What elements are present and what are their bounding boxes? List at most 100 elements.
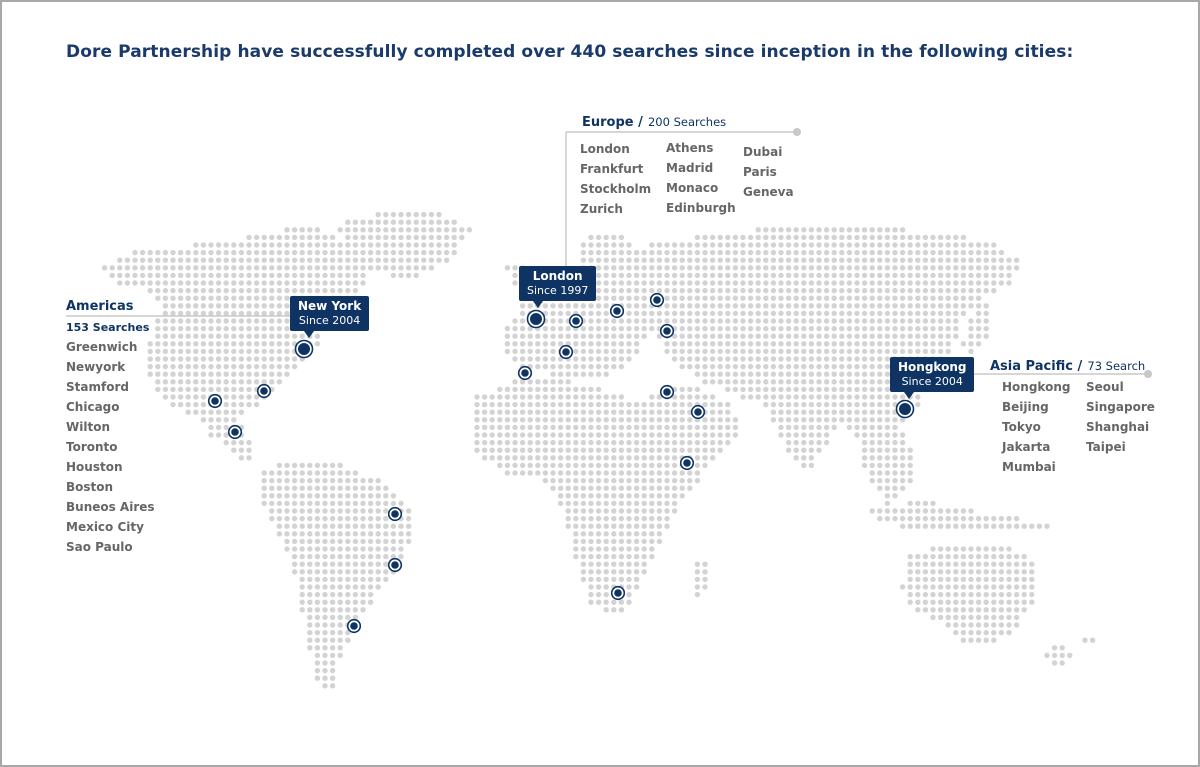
land-dot — [550, 455, 556, 461]
land-dot — [679, 325, 685, 332]
land-dot — [314, 500, 321, 507]
land-dot — [968, 348, 974, 355]
land-dot — [291, 538, 298, 545]
land-dot — [284, 318, 290, 324]
land-dot — [504, 439, 511, 446]
land-dot — [671, 508, 678, 514]
land-dot — [854, 310, 860, 317]
land-dot — [208, 333, 214, 339]
land-dot — [588, 325, 594, 332]
land-dot — [983, 318, 989, 324]
land-dot — [231, 318, 237, 324]
land-dot — [626, 462, 632, 469]
land-dot — [322, 607, 328, 613]
land-dot — [975, 515, 982, 522]
land-dot — [611, 447, 617, 453]
land-dot — [177, 280, 184, 286]
land-dot — [489, 455, 495, 461]
land-dot — [261, 493, 267, 499]
land-dot — [877, 348, 883, 355]
europe-city: Dubai — [743, 145, 783, 159]
land-dot — [329, 493, 336, 499]
land-dot — [732, 295, 739, 301]
land-dot — [200, 257, 207, 263]
land-dot — [953, 303, 959, 309]
land-dot — [960, 584, 967, 590]
land-dot — [861, 409, 868, 415]
land-dot — [588, 234, 594, 241]
land-dot — [208, 371, 214, 377]
land-dot — [679, 310, 685, 317]
land-dot — [307, 280, 313, 286]
land-dot — [664, 432, 670, 438]
land-dot — [641, 569, 647, 575]
land-dot — [732, 287, 739, 294]
land-dot — [740, 257, 746, 263]
land-dot — [664, 401, 670, 408]
land-dot — [998, 607, 1005, 613]
land-dot — [428, 219, 435, 225]
land-dot — [717, 234, 723, 241]
land-dot — [816, 310, 822, 317]
land-dot — [831, 325, 837, 332]
land-dot — [953, 272, 959, 279]
land-dot — [641, 257, 647, 263]
land-dot — [443, 249, 450, 256]
land-dot — [793, 379, 799, 385]
land-dot — [215, 417, 222, 423]
land-dot — [360, 493, 366, 499]
land-dot — [322, 683, 328, 689]
land-dot — [975, 607, 982, 613]
land-dot — [892, 265, 898, 271]
land-dot — [937, 584, 944, 590]
land-dot — [588, 371, 594, 377]
land-dot — [702, 348, 708, 355]
land-dot — [725, 439, 731, 446]
land-dot — [892, 272, 898, 279]
land-dot — [383, 211, 389, 218]
land-dot — [649, 432, 655, 438]
land-dot — [512, 424, 518, 431]
land-dot — [907, 462, 913, 469]
land-dot — [512, 280, 518, 286]
land-dot — [671, 348, 678, 355]
land-dot — [170, 287, 176, 294]
land-dot — [823, 265, 830, 271]
land-dot — [945, 257, 951, 263]
land-dot — [557, 493, 564, 499]
land-dot — [861, 234, 868, 241]
land-dot — [983, 303, 989, 309]
land-dot — [892, 249, 898, 256]
land-dot — [671, 485, 678, 491]
land-dot — [702, 303, 708, 309]
land-dot — [170, 348, 176, 355]
land-dot — [694, 470, 701, 476]
land-dot — [884, 363, 891, 370]
land-dot — [322, 614, 328, 621]
land-dot — [223, 417, 229, 423]
land-dot — [611, 333, 617, 339]
land-dot — [580, 455, 587, 461]
land-dot — [550, 318, 556, 324]
land-dot — [519, 455, 526, 461]
land-dot — [329, 272, 336, 279]
land-dot — [383, 515, 389, 522]
land-dot — [633, 538, 640, 545]
land-dot — [846, 417, 853, 423]
land-dot — [633, 553, 640, 560]
land-dot — [360, 485, 366, 491]
land-dot — [968, 280, 974, 286]
land-dot — [664, 257, 670, 263]
land-dot — [124, 272, 131, 279]
land-dot — [405, 531, 412, 537]
land-dot — [664, 493, 670, 499]
land-dot — [322, 272, 328, 279]
land-dot — [231, 272, 237, 279]
land-dot — [580, 257, 587, 263]
land-dot — [755, 287, 761, 294]
land-dot — [785, 272, 792, 279]
land-dot — [709, 401, 716, 408]
land-dot — [671, 242, 678, 248]
land-dot — [664, 272, 670, 279]
land-dot — [276, 234, 283, 241]
